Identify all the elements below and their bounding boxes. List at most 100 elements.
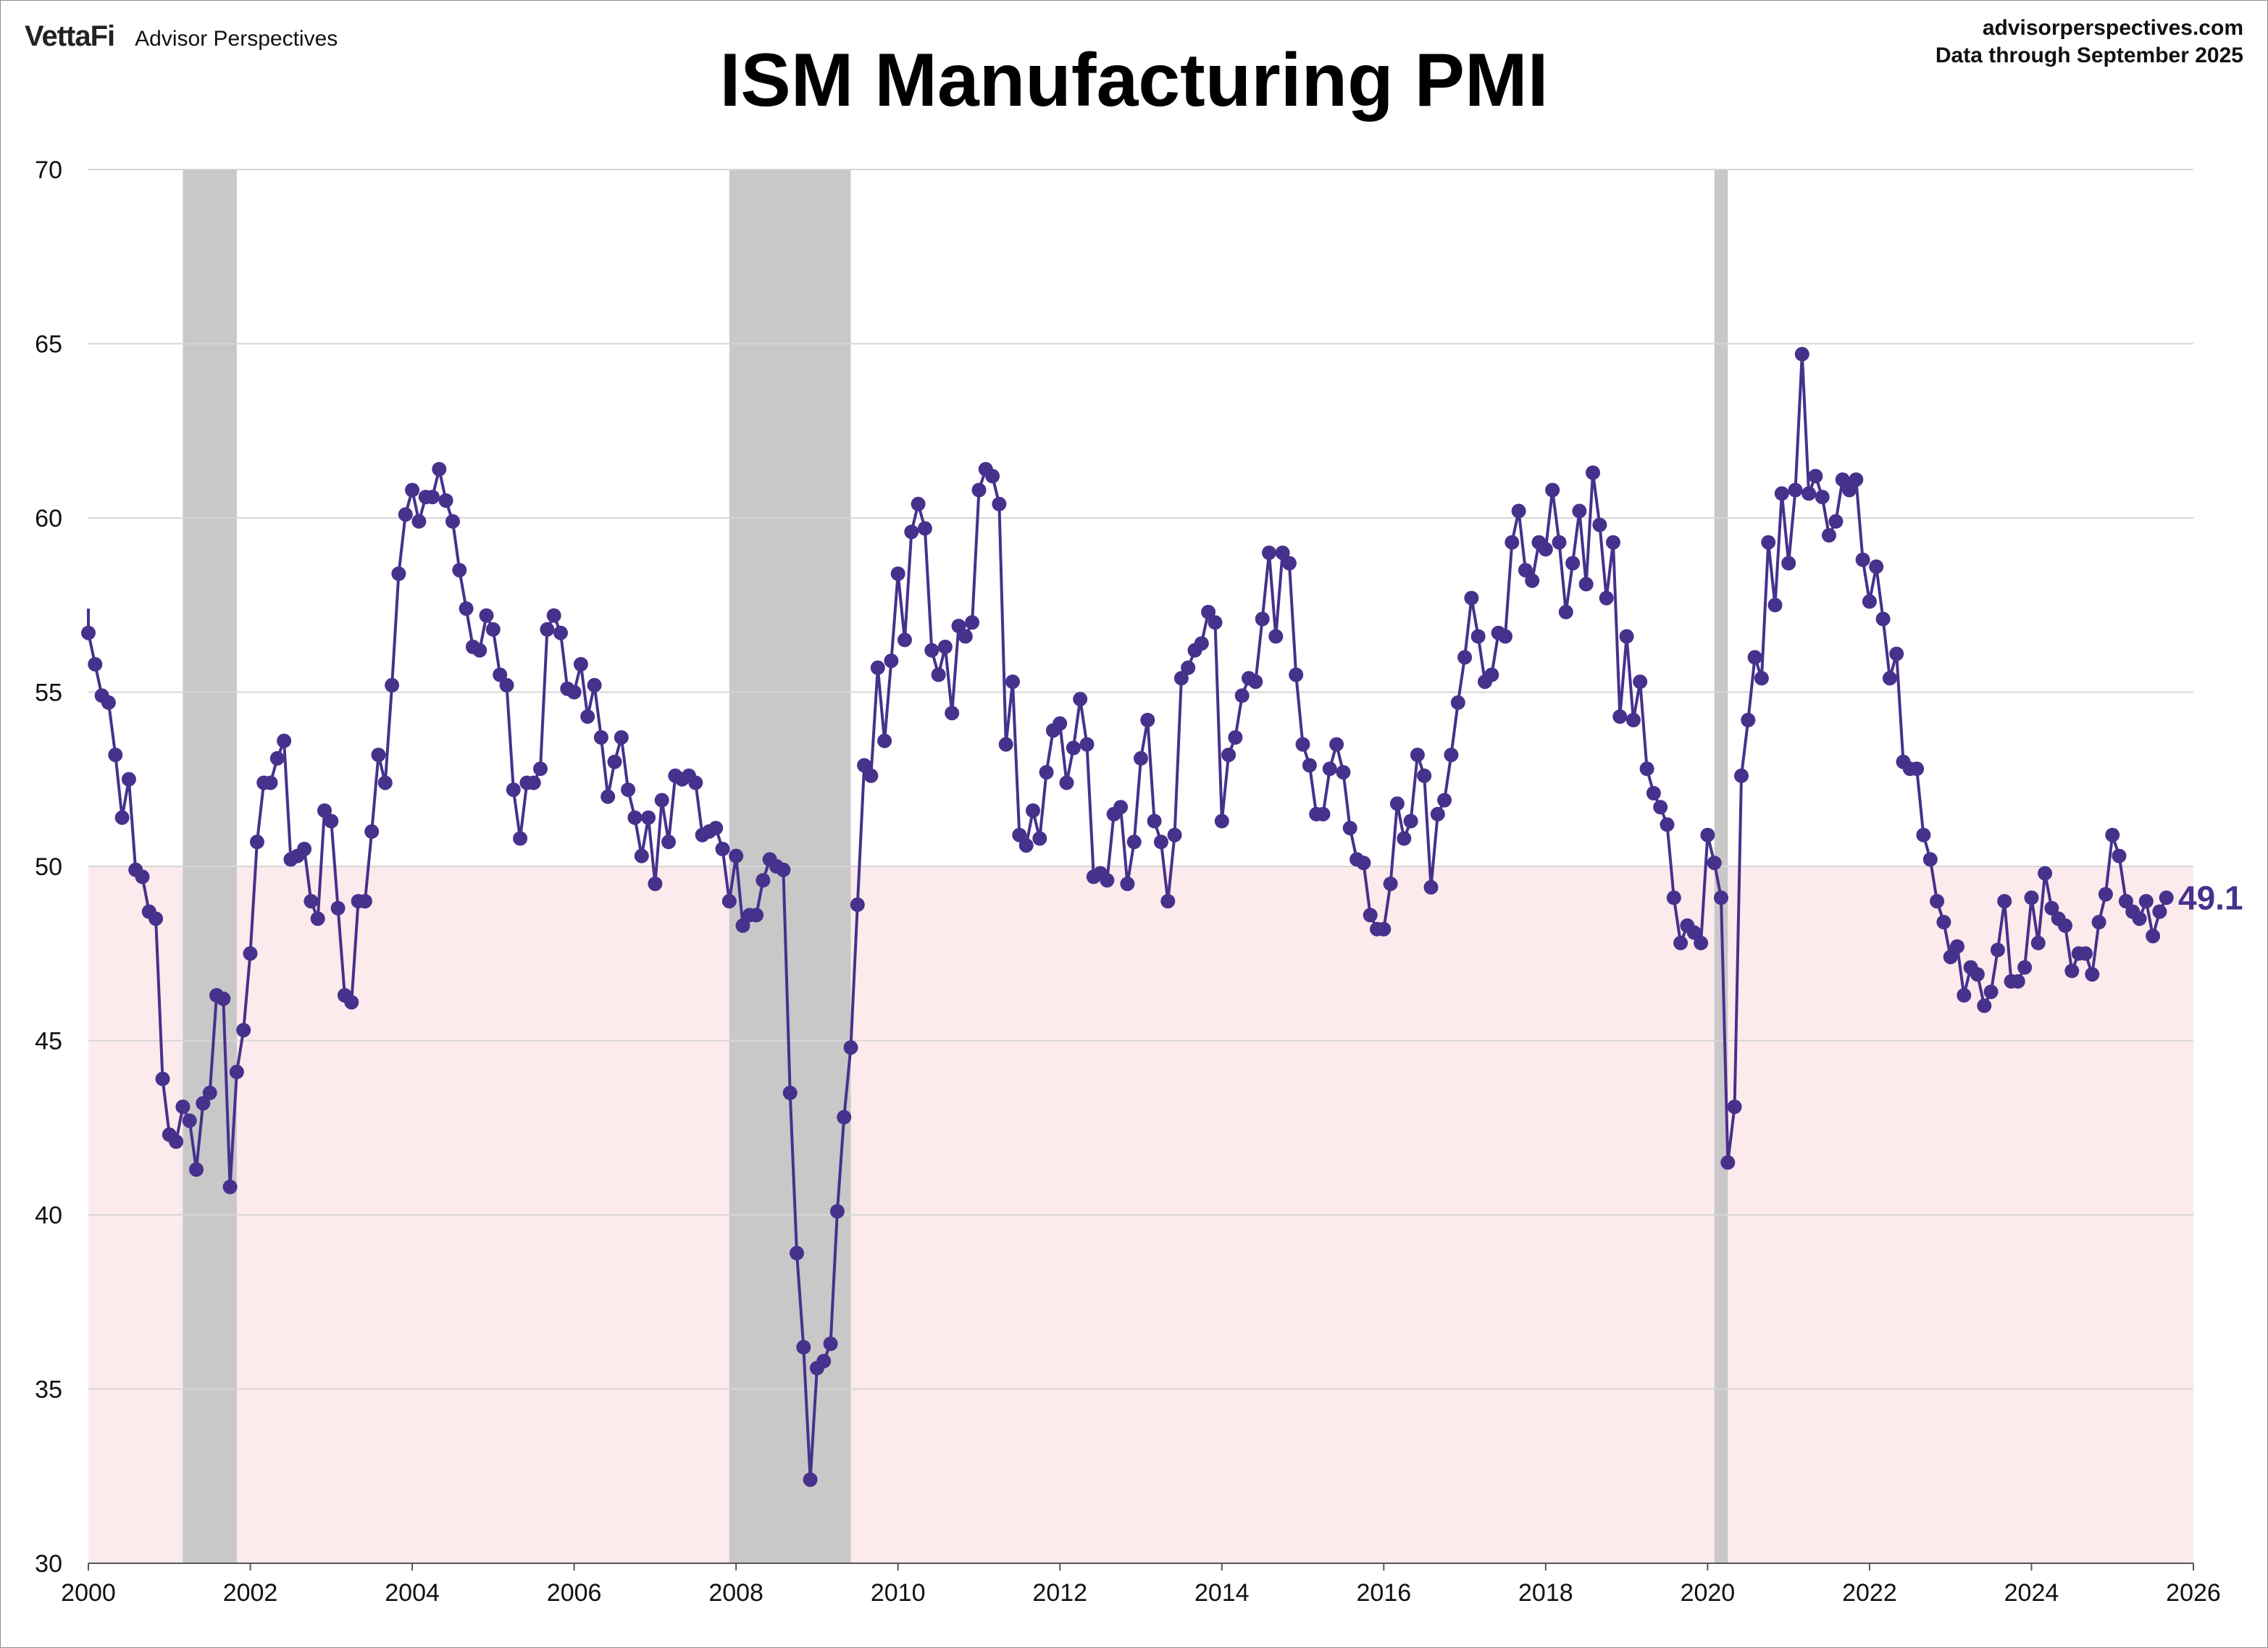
pmi-data-point	[1397, 831, 1412, 846]
pmi-data-point	[573, 657, 588, 672]
pmi-data-point	[998, 737, 1013, 752]
pmi-data-point	[782, 1085, 798, 1100]
pmi-data-point	[1498, 629, 1512, 644]
pmi-data-point	[1194, 636, 1209, 651]
pmi-data-point	[2078, 946, 2093, 961]
pmi-data-point	[937, 640, 953, 654]
pmi-data-point	[391, 566, 406, 581]
y-tick-label: 65	[35, 331, 62, 359]
pmi-data-point	[2085, 967, 2100, 982]
x-tick-label: 2022	[1842, 1579, 1897, 1607]
pmi-data-point	[1484, 667, 1499, 682]
pmi-data-point	[1457, 650, 1473, 665]
pmi-data-point	[1262, 545, 1276, 561]
pmi-data-point	[1828, 514, 1844, 529]
x-tick-label: 2026	[2166, 1579, 2221, 1607]
pmi-data-point	[823, 1337, 838, 1351]
pmi-data-point	[1720, 1155, 1736, 1170]
pmi-data-point	[850, 897, 865, 912]
pmi-data-point	[1741, 713, 1756, 727]
pmi-data-point	[1714, 890, 1728, 905]
pmi-data-point	[1875, 611, 1891, 627]
pmi-data-point	[1646, 786, 1661, 800]
pmi-data-point	[1592, 517, 1607, 532]
pmi-data-point	[269, 750, 285, 766]
pmi-data-point	[1586, 465, 1600, 480]
pmi-data-point	[1700, 827, 1715, 842]
pmi-data-point	[1281, 556, 1297, 571]
pmi-data-point	[1012, 827, 1027, 842]
pmi-data-point	[843, 1040, 858, 1055]
pmi-data-point	[243, 946, 258, 961]
pmi-data-point	[1889, 646, 1904, 661]
pmi-data-point	[155, 1071, 170, 1087]
pmi-data-point	[1255, 611, 1270, 627]
pmi-data-point	[2044, 900, 2059, 916]
pmi-data-point	[1686, 925, 1702, 940]
pmi-data-point	[432, 461, 447, 477]
pmi-data-point	[951, 619, 966, 634]
pmi-data-point	[405, 482, 420, 498]
pmi-data-point	[1754, 671, 1769, 686]
pmi-data-point	[790, 1245, 804, 1260]
pmi-data-point	[661, 835, 676, 850]
pmi-data-point	[189, 1162, 204, 1177]
y-tick-label: 30	[35, 1550, 62, 1578]
pmi-data-point	[459, 601, 474, 616]
pmi-data-point	[304, 894, 319, 909]
pmi-data-point	[553, 625, 568, 640]
pmi-data-point	[1383, 877, 1398, 892]
pmi-data-point	[114, 810, 130, 825]
pmi-data-point	[2058, 918, 2072, 933]
pmi-data-point	[330, 900, 346, 916]
pmi-data-point	[566, 685, 582, 700]
pmi-data-point	[1329, 737, 1344, 752]
pmi-data-point	[533, 761, 548, 777]
pmi-data-point	[1079, 737, 1095, 752]
pmi-data-point	[1734, 768, 1749, 783]
pmi-data-point	[1612, 709, 1628, 724]
pmi-data-point	[1505, 535, 1520, 550]
pmi-data-point	[1761, 535, 1776, 550]
pmi-data-point	[2091, 915, 2106, 929]
pmi-data-point	[1147, 813, 1162, 829]
pmi-data-point	[1464, 590, 1479, 606]
pmi-data-point	[411, 514, 427, 529]
pmi-data-point	[924, 643, 940, 658]
pmi-data-point	[897, 632, 912, 648]
pmi-data-point	[135, 869, 150, 884]
pmi-data-point	[1808, 469, 1823, 484]
pmi-data-point	[965, 615, 980, 630]
pmi-data-point	[1545, 482, 1560, 498]
pmi-data-point	[513, 831, 528, 846]
pmi-data-point	[175, 1099, 191, 1114]
pmi-data-point	[1990, 942, 2005, 958]
pmi-data-point	[2064, 963, 2080, 979]
source-url: advisorperspectives.com	[1982, 16, 2243, 40]
x-tick-label: 2002	[223, 1579, 278, 1607]
pmi-data-point	[648, 877, 663, 892]
pmi-data-point	[148, 911, 164, 927]
pmi-data-point	[385, 677, 400, 693]
pmi-data-point	[1053, 716, 1068, 731]
pmi-data-point	[1781, 556, 1796, 571]
pmi-data-point	[1707, 856, 1722, 871]
advisor-perspectives-label: Advisor Perspectives	[135, 27, 338, 51]
pmi-data-point	[1916, 827, 1931, 842]
pmi-data-point	[1922, 852, 1938, 867]
pmi-data-point	[1774, 486, 1789, 501]
pmi-data-point	[1450, 695, 1465, 710]
pmi-data-point	[1221, 748, 1236, 763]
series-points-layer	[81, 346, 2174, 1487]
y-tick-label: 55	[35, 679, 62, 707]
pmi-data-point	[1410, 748, 1425, 763]
pmi-data-point	[182, 1113, 197, 1129]
pmi-data-point	[708, 821, 724, 836]
pmi-data-point	[1470, 629, 1486, 644]
y-tick-label: 70	[35, 156, 62, 184]
pmi-data-point	[1815, 490, 1830, 505]
pmi-data-point	[472, 643, 488, 658]
pmi-data-point	[324, 813, 339, 829]
pmi-data-point	[2159, 890, 2174, 905]
pmi-data-point	[1268, 629, 1284, 644]
